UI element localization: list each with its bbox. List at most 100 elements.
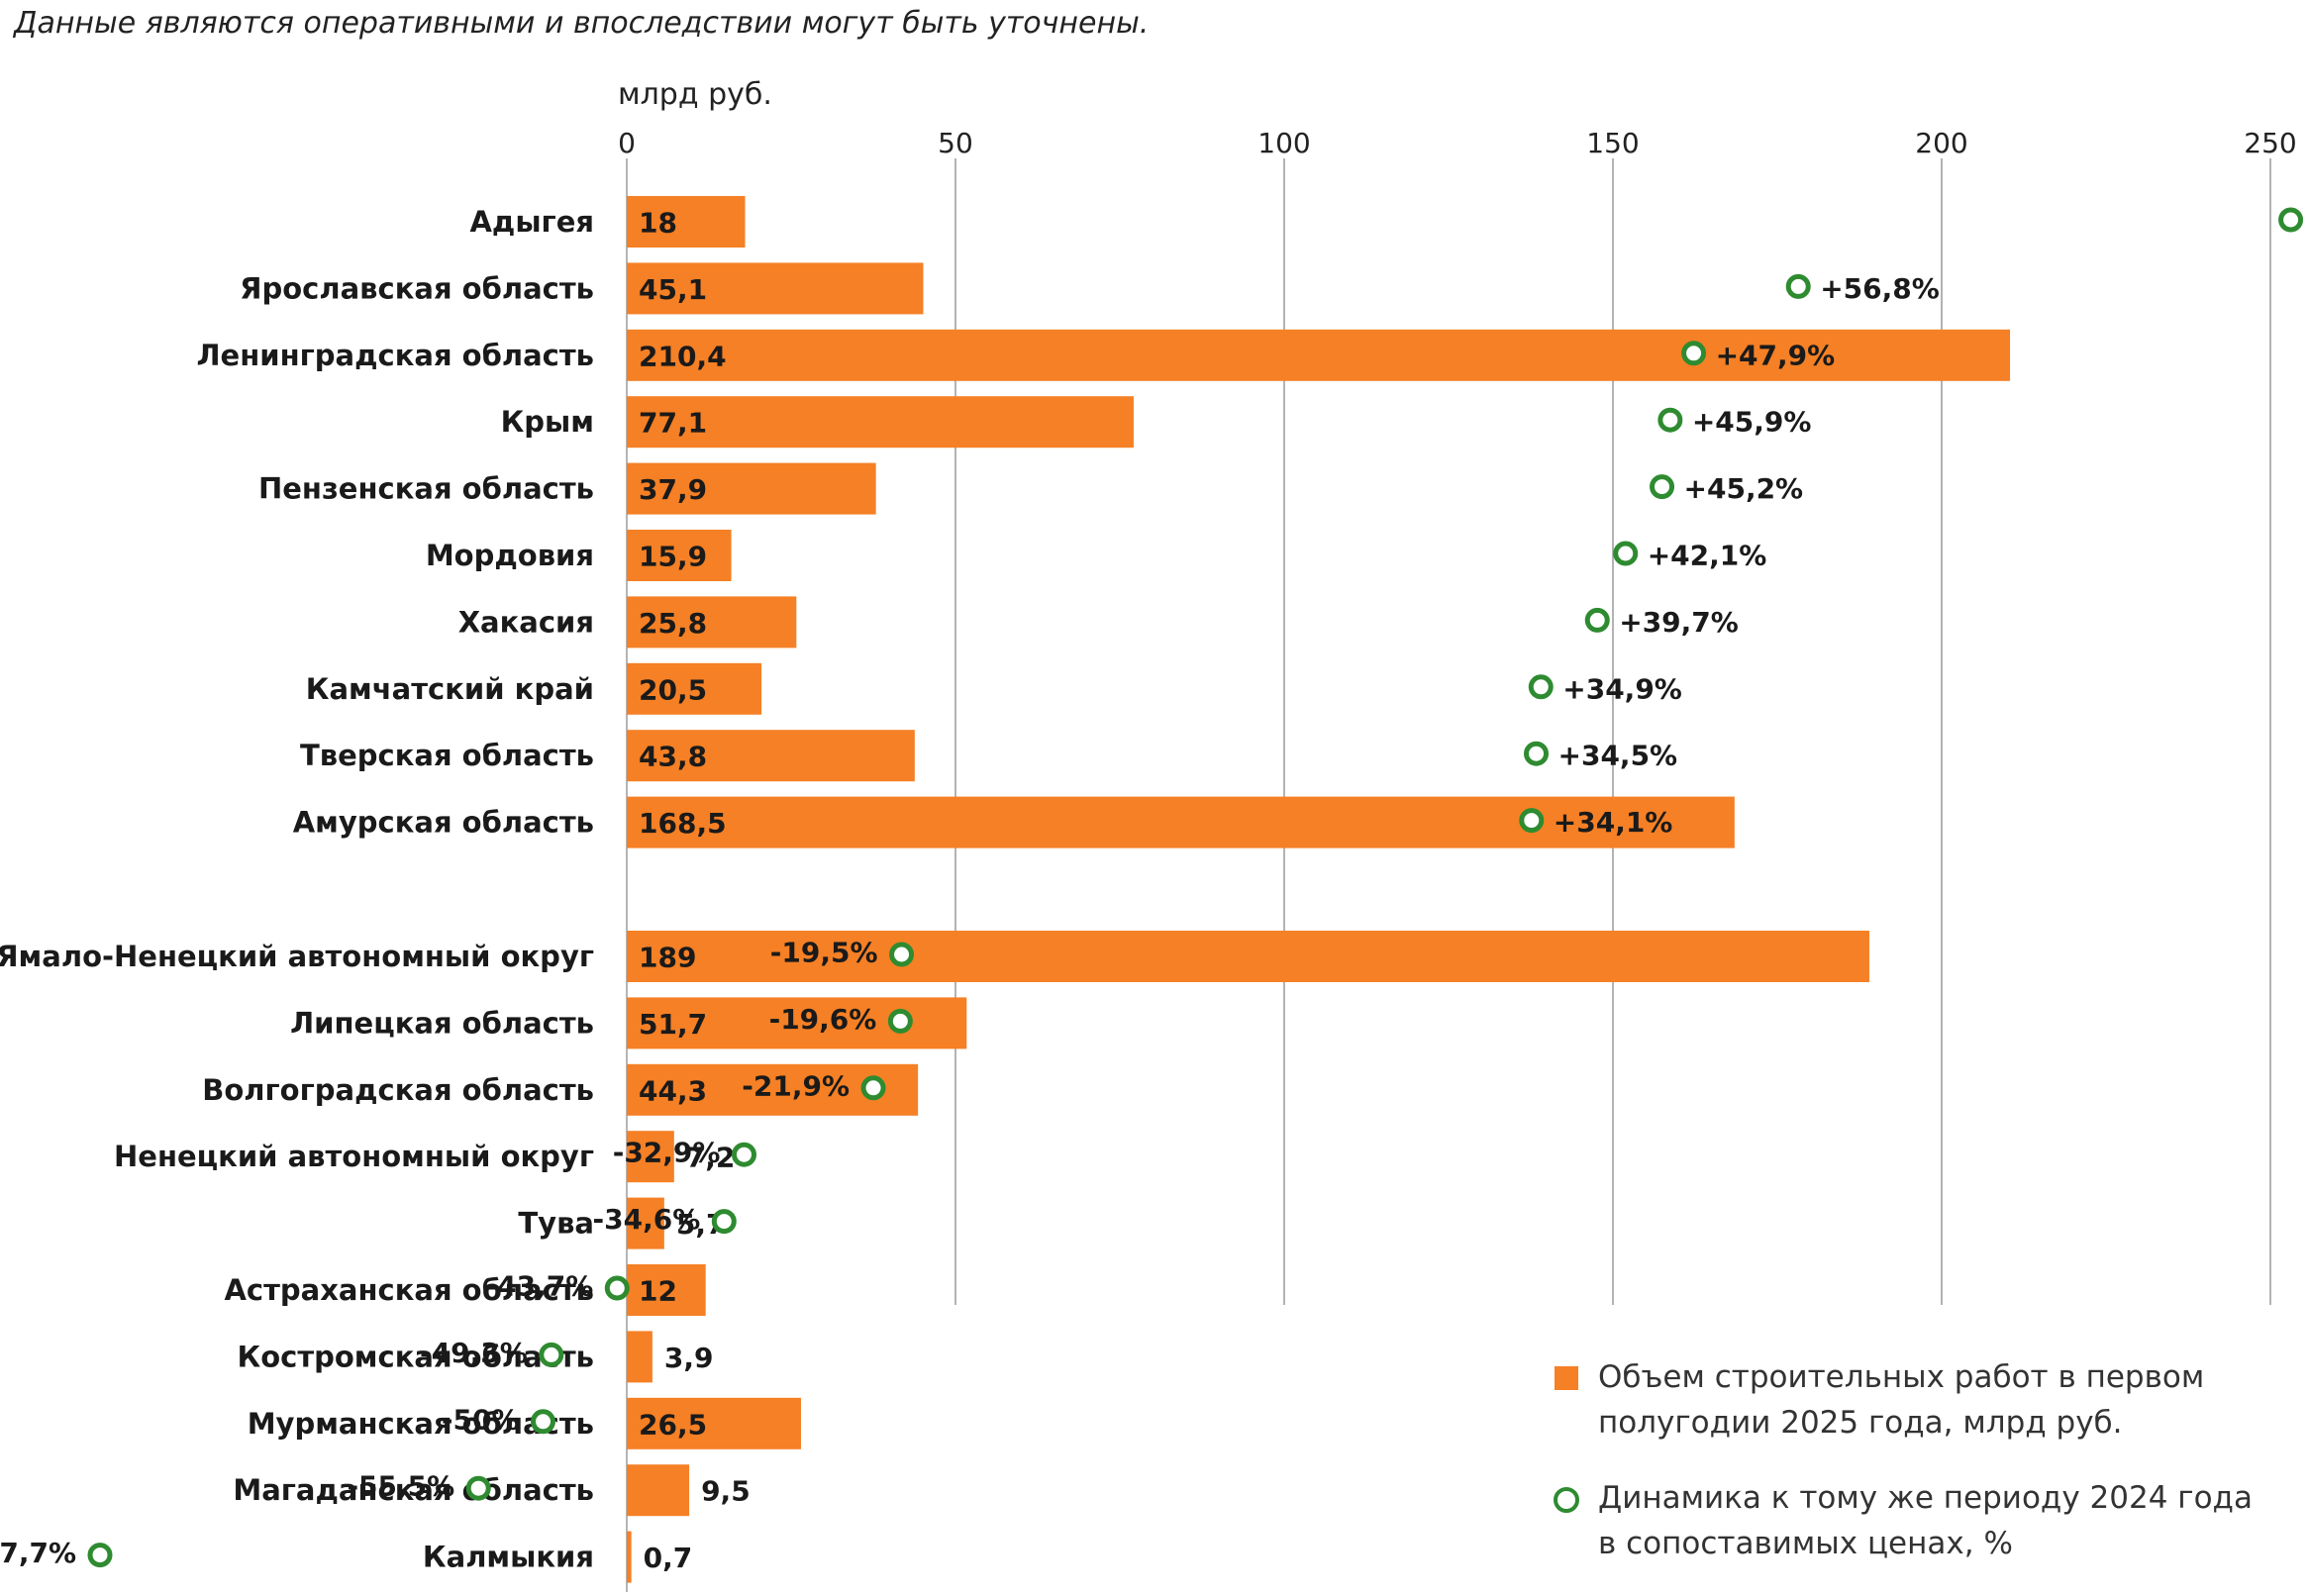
dynamics-marker: [465, 1475, 491, 1501]
value-label: 210,4: [639, 340, 727, 372]
value-bar: [627, 1331, 653, 1383]
value-bar: [627, 462, 876, 515]
value-bar: [627, 1131, 674, 1183]
dynamics-marker: [731, 1142, 756, 1167]
dynamics-marker: [87, 1543, 113, 1568]
value-label: 26,5: [639, 1408, 707, 1441]
value-bar: [627, 730, 915, 782]
dynamics-label: +39,7%: [1619, 606, 1739, 639]
region-label: Липецкая область: [290, 1006, 594, 1040]
dynamics-marker: [1613, 541, 1639, 566]
value-label: 7,2: [686, 1142, 736, 1174]
legend-item-volume: Объем строительных работ в первом полуго…: [1545, 1354, 2297, 1446]
region-label: Пензенская область: [258, 472, 594, 506]
value-bar: [627, 662, 762, 715]
value-bar: [627, 1197, 664, 1249]
region-label: Тува: [518, 1207, 594, 1241]
x-tick-label-200: 200: [1915, 127, 1967, 159]
dynamics-label: +47,9%: [1716, 339, 1836, 371]
value-bar: [627, 1264, 706, 1316]
value-label: 77,1: [639, 407, 707, 440]
value-label: 18: [639, 207, 677, 240]
dynamics-marker: [1528, 674, 1554, 700]
x-tick-label-100: 100: [1257, 127, 1310, 159]
legend-dynamics-line1: Динамика к тому же периоду 2024 года: [1598, 1480, 2253, 1516]
legend-square-icon: [1555, 1366, 1578, 1390]
dynamics-marker: [1785, 273, 1811, 299]
value-bar: [627, 1531, 632, 1583]
dynamics-marker: [531, 1409, 555, 1435]
dynamics-label: -43,7%: [486, 1270, 594, 1303]
region-label: Амурская область: [293, 806, 594, 840]
dynamics-marker: [1657, 407, 1683, 433]
dynamics-label: -34,6%: [593, 1203, 701, 1236]
region-label: Волгоградская область: [202, 1073, 594, 1107]
dynamics-label: -19,6%: [769, 1003, 877, 1036]
dynamics-label: -87,7%: [0, 1537, 76, 1569]
dynamics-label: -55,5%: [347, 1470, 454, 1503]
value-bar: [627, 262, 924, 315]
legend-volume-line1: Объем строительных работ в первом: [1598, 1359, 2205, 1395]
dynamics-label: -21,9%: [742, 1069, 850, 1102]
dynamics-marker: [887, 1008, 913, 1034]
value-bar: [627, 396, 1134, 449]
region-label: Мордовия: [426, 539, 594, 572]
region-label: Ярославская область: [240, 271, 594, 305]
x-tick-label-50: 50: [938, 127, 973, 159]
dynamics-marker: [539, 1342, 564, 1367]
dynamics-label: +56,8%: [1820, 272, 1940, 305]
dynamics-marker: [1519, 808, 1545, 834]
dynamics-label: -19,5%: [770, 937, 878, 969]
dynamics-label: +45,9%: [1692, 406, 1812, 439]
region-label: Ненецкий автономный округ: [114, 1140, 594, 1173]
region-label: Магаданская область: [233, 1473, 594, 1507]
value-bar: [627, 329, 2011, 381]
x-tick-label-0: 0: [618, 127, 636, 159]
value-label: 189: [639, 942, 696, 974]
value-label: 51,7: [639, 1008, 707, 1041]
dynamics-marker: [2278, 207, 2304, 233]
value-bar: [627, 596, 797, 648]
x-tick-label-150: 150: [1586, 127, 1639, 159]
dynamics-marker: [1524, 741, 1550, 766]
value-label: 45,1: [639, 273, 707, 306]
value-bar: [627, 796, 1735, 848]
value-label: 25,8: [639, 607, 707, 640]
region-label: Астраханская область: [224, 1273, 594, 1307]
region-label: Камчатский край: [306, 672, 594, 706]
value-label: 0,7: [644, 1542, 693, 1574]
dynamics-label: +45,2%: [1684, 472, 1804, 505]
legend-volume-line2: полугодии 2025 года, млрд руб.: [1598, 1405, 2123, 1441]
data-disclaimer: Данные являются оперативными и впоследст…: [14, 6, 1150, 41]
dynamics-marker: [860, 1075, 886, 1101]
value-bar: [627, 931, 1869, 982]
legend-circle-icon: [1554, 1487, 1579, 1513]
dynamics-label: +34,5%: [1558, 740, 1678, 772]
region-label: Тверская область: [300, 739, 594, 772]
dynamics-marker: [604, 1275, 630, 1301]
dynamics-marker: [1650, 474, 1675, 500]
region-label: Калмыкия: [423, 1541, 594, 1574]
axis-unit-label: млрд руб.: [618, 77, 772, 112]
region-label: Ленинградская область: [196, 339, 594, 372]
value-label: 44,3: [639, 1074, 707, 1107]
legend-dynamics-line2: в сопоставимых ценах, %: [1598, 1526, 2013, 1561]
value-bar: [627, 1464, 690, 1517]
value-label: 168,5: [639, 807, 727, 840]
x-tick-label-250: 250: [2244, 127, 2296, 159]
value-label: 12: [639, 1275, 677, 1308]
dynamics-marker: [1681, 341, 1707, 366]
dynamics-marker: [1584, 607, 1610, 633]
chart-legend: Объем строительных работ в первом полуго…: [1545, 1354, 2297, 1596]
value-label: 43,8: [639, 741, 707, 773]
legend-item-dynamics: Динамика к тому же периоду 2024 года в с…: [1545, 1475, 2297, 1566]
dynamics-label: +42,1%: [1648, 540, 1767, 572]
value-label: 20,5: [639, 673, 707, 706]
value-label: 15,9: [639, 541, 707, 573]
value-bar: [627, 1397, 801, 1449]
value-label: 3,9: [664, 1342, 714, 1374]
dynamics-label: +34,1%: [1554, 806, 1673, 839]
dynamics-label: -32,9%: [613, 1137, 721, 1169]
value-bar: [627, 196, 746, 248]
